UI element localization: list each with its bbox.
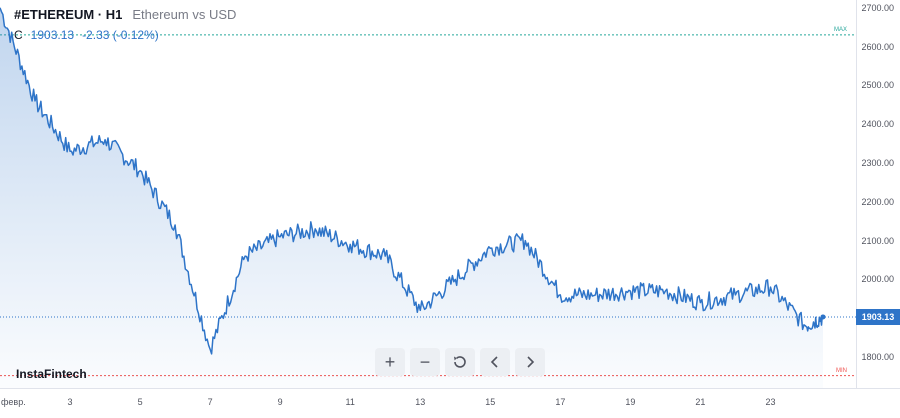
x-tick-label: 11: [345, 397, 355, 407]
y-tick-label: 2400.00: [861, 119, 894, 130]
close-label: C: [14, 28, 23, 42]
y-tick-label: 2300.00: [861, 157, 894, 168]
last-price-dot: [820, 314, 826, 320]
close-value: 1903.13: [30, 28, 75, 42]
y-tick-label: 2600.00: [861, 41, 894, 52]
close-change: -2.33 (-0.12%): [82, 28, 159, 42]
symbol-description: Ethereum vs USD: [132, 7, 237, 22]
x-tick-label: 7: [207, 397, 213, 407]
min-marker-label: MIN: [836, 367, 847, 374]
max-marker-label: MAX: [834, 26, 848, 33]
x-tick-label: 23: [765, 397, 776, 407]
x-tick-label: 15: [485, 397, 496, 407]
y-tick-label: 2700.00: [861, 2, 894, 13]
chart-header: #ETHEREUM · H1 Ethereum vs USD: [14, 7, 236, 22]
x-tick-label: 9: [277, 397, 283, 407]
price-axis[interactable]: 2700.00 2600.00 2500.00 2400.00 2300.00 2200.…: [856, 0, 900, 388]
zoom-in-button[interactable]: +: [375, 348, 405, 376]
brand-logo: InstaFintech: [16, 367, 87, 381]
quote-line: C 1903.13 -2.33 (-0.12%): [14, 28, 159, 42]
reset-button[interactable]: [445, 348, 475, 376]
symbol-label: #ETHEREUM · H1: [14, 7, 123, 22]
y-tick-label: 2100.00: [861, 235, 894, 246]
scroll-right-button[interactable]: [515, 348, 545, 376]
scroll-left-button[interactable]: [480, 348, 510, 376]
price-line-series: [0, 7, 824, 355]
x-tick-label: февр.: [1, 397, 26, 407]
x-tick-label: 19: [625, 397, 636, 407]
current-price-tag: 1903.13: [856, 308, 900, 325]
y-tick-label: 2200.00: [861, 196, 894, 207]
price-area-fill: [0, 7, 823, 388]
chevron-right-icon: [527, 356, 535, 368]
y-tick-label: 2000.00: [861, 274, 894, 285]
price-chart[interactable]: [0, 0, 856, 388]
time-axis[interactable]: февр. 3 5 7 9 11 13 15 17 19 21 23: [0, 388, 900, 418]
reset-icon: [454, 356, 466, 368]
x-tick-label: 13: [415, 397, 426, 407]
chevron-left-icon: [490, 356, 498, 368]
x-tick-label: 21: [695, 397, 706, 407]
y-tick-label: 1800.00: [861, 351, 894, 362]
chart-toolbar: + −: [375, 348, 545, 376]
y-tick-label: 2500.00: [861, 80, 894, 91]
chart-area[interactable]: [0, 0, 856, 388]
x-tick-label: 5: [137, 397, 143, 407]
x-tick-label: 3: [67, 397, 73, 407]
x-tick-label: 17: [555, 397, 566, 407]
zoom-out-button[interactable]: −: [410, 348, 440, 376]
